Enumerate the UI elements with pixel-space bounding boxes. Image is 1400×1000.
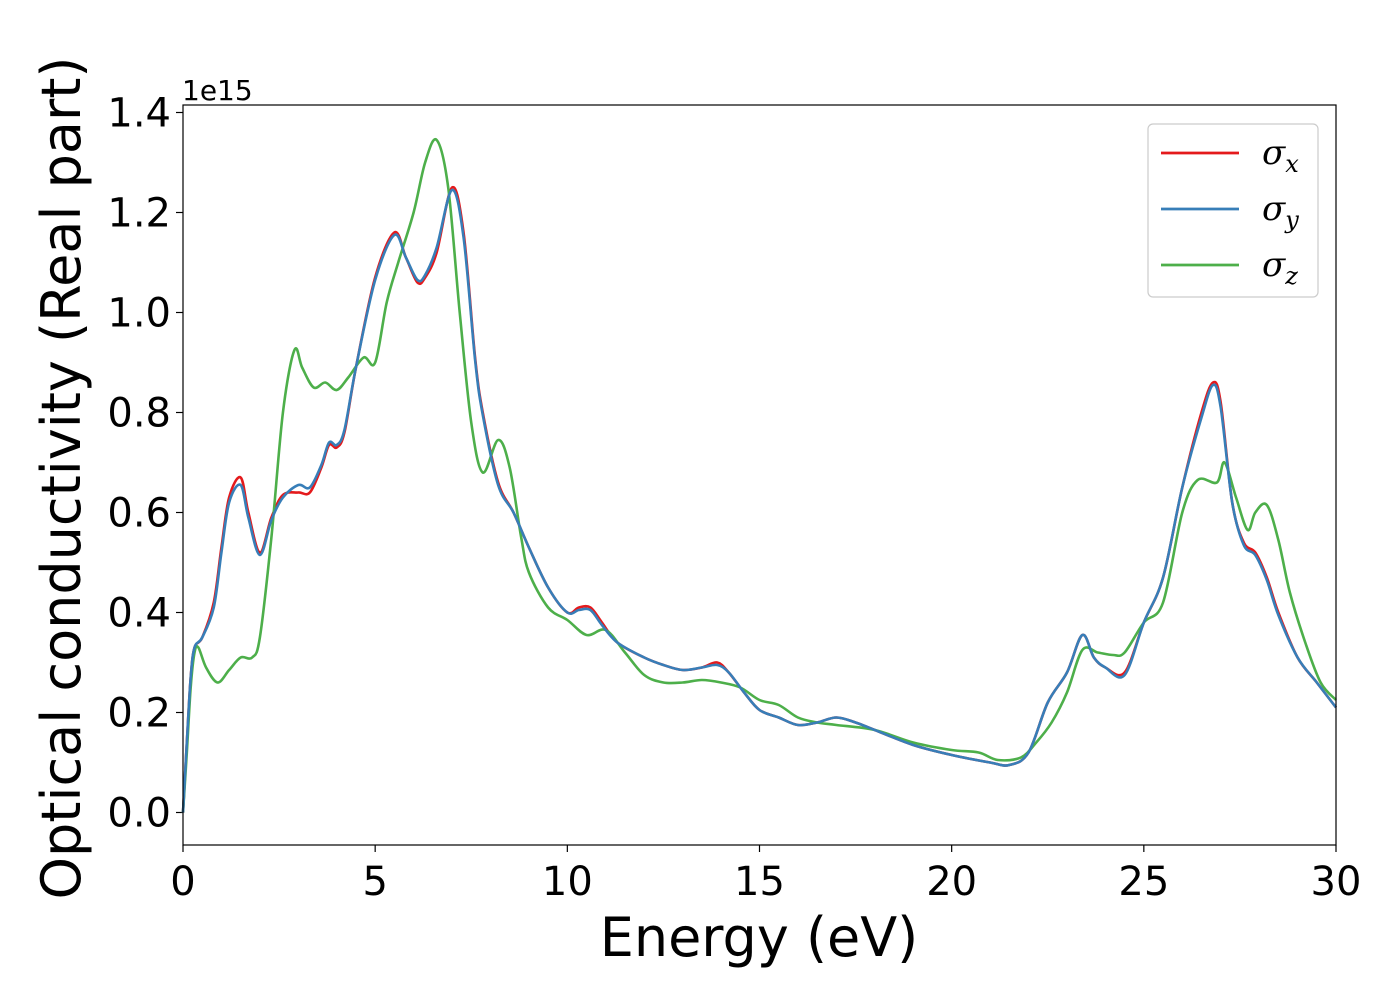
series-lines bbox=[181, 137, 1338, 813]
x-tick-label: 25 bbox=[1118, 859, 1169, 905]
y-tick-label: 0.8 bbox=[107, 391, 171, 437]
y-tick-label: 1.0 bbox=[107, 291, 171, 337]
x-axis-label: Energy (eV) bbox=[600, 906, 919, 969]
y-axis-ticks: 0.0 0.2 0.4 0.6 0.8 1.0 1.2 1.4 bbox=[107, 91, 183, 837]
series-line-y bbox=[181, 188, 1338, 813]
y-tick-label: 0.4 bbox=[107, 591, 171, 637]
series-line-z bbox=[181, 137, 1337, 813]
y-tick-label: 0.6 bbox=[107, 491, 171, 537]
y-tick-label: 1.4 bbox=[107, 91, 171, 137]
legend-label-x: σx bbox=[1262, 133, 1299, 178]
x-tick-label: 5 bbox=[362, 859, 387, 905]
x-axis-ticks: 0 5 10 15 20 25 30 bbox=[170, 845, 1361, 905]
x-tick-label: 15 bbox=[734, 859, 785, 905]
x-tick-label: 20 bbox=[926, 859, 977, 905]
y-tick-label: 0.0 bbox=[107, 791, 171, 837]
plot-frame bbox=[182, 104, 1337, 846]
y-axis-offset-text: 1e15 bbox=[182, 74, 253, 107]
legend-label-z: σz bbox=[1262, 245, 1298, 290]
legend: σx σy σz bbox=[1147, 123, 1319, 298]
y-axis-label: Optical conductivity (Real part) bbox=[30, 57, 93, 900]
y-tick-label: 1.2 bbox=[107, 191, 171, 237]
legend-box bbox=[1147, 123, 1319, 298]
x-tick-label: 10 bbox=[542, 859, 593, 905]
x-tick-label: 0 bbox=[170, 859, 195, 905]
x-tick-label: 30 bbox=[1311, 859, 1362, 905]
legend-label-y: σy bbox=[1262, 189, 1299, 234]
y-tick-label: 0.2 bbox=[107, 691, 171, 737]
